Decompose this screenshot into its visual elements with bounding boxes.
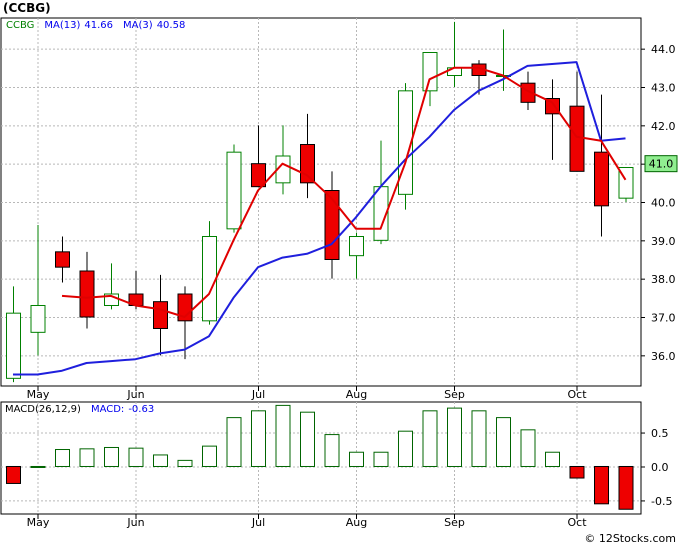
- x-tick-label: Sep: [444, 516, 465, 529]
- macd-bar: [349, 451, 364, 467]
- macd-bar: [618, 465, 634, 510]
- candle-down: [300, 144, 315, 184]
- macd-bar: [128, 447, 144, 467]
- y-tick-label: 36.0: [651, 350, 676, 363]
- macd-bar: [202, 445, 217, 467]
- macd-bar: [55, 449, 70, 467]
- macd-bar: [471, 410, 487, 467]
- candle-down: [569, 105, 585, 172]
- macd-bar: [520, 429, 536, 467]
- y-tick-label: 0.5: [651, 427, 669, 440]
- macd-bar: [275, 404, 291, 467]
- candle-down: [153, 301, 168, 329]
- candle-up: [6, 312, 21, 379]
- x-tick-label: Sep: [444, 388, 465, 401]
- x-tick-label: Aug: [346, 516, 367, 529]
- macd-bar: [226, 417, 242, 467]
- macd-bar: [30, 465, 46, 468]
- candle-down: [545, 98, 560, 115]
- macd-bar: [398, 430, 413, 467]
- y-tick-label: 39.0: [651, 235, 676, 248]
- macd-bar: [300, 411, 315, 467]
- candle-down: [251, 163, 266, 188]
- legend-value: -0.63: [128, 404, 154, 415]
- legend-macd-26-12-9-: MACD(26,12,9): [5, 404, 81, 415]
- legend-ccbg: CCBG: [6, 20, 34, 31]
- candle-down: [79, 270, 95, 318]
- x-tick-label: Jun: [126, 516, 144, 529]
- legend: CCBG MA(13) 41.66 MA(3) 40.58 MACD(26,12,9) MA…: [5, 20, 185, 415]
- y-tick-label: 44.0: [651, 43, 676, 56]
- x-tick-label: Jul: [251, 388, 265, 401]
- y-tick-label: -0.5: [651, 495, 672, 508]
- y-tick-label: 42.0: [651, 120, 676, 133]
- x-tick-label: Aug: [346, 388, 367, 401]
- macd-bar: [422, 410, 438, 467]
- y-tick-label: 37.0: [651, 312, 676, 325]
- x-tick-label: Oct: [567, 388, 587, 401]
- y-tick-label: 43.0: [651, 82, 676, 95]
- candle-down: [324, 190, 340, 260]
- candle-up: [226, 151, 242, 230]
- candle-up: [422, 52, 438, 92]
- footer-credit: © 12Stocks.com: [584, 532, 676, 545]
- candle-up: [398, 90, 413, 195]
- price-series: [6, 21, 634, 383]
- x-tick-label: Oct: [567, 516, 587, 529]
- legend-macd: MACD:: [91, 404, 124, 415]
- macd-panel-frame: [0, 401, 642, 515]
- x-tick-label: Jun: [126, 388, 144, 401]
- legend-ma-13-: MA(13): [44, 20, 80, 31]
- macd-series: [6, 404, 634, 510]
- macd-bar: [447, 407, 462, 467]
- candle-down: [594, 151, 609, 207]
- x-tick-label: Jul: [251, 516, 265, 529]
- ma-long-line: [13, 61, 626, 376]
- candle-up: [349, 236, 364, 257]
- last-price-badge: [644, 155, 678, 173]
- y-tick-label: 0.0: [651, 461, 669, 474]
- grid: [1, 18, 641, 514]
- chart-title: (CCBG): [3, 1, 51, 15]
- macd-bar: [569, 465, 585, 479]
- last-price-label: 41.0: [649, 158, 674, 171]
- x-tick-label: May: [27, 388, 50, 401]
- macd-bar: [373, 451, 389, 467]
- candle-up: [30, 305, 46, 333]
- legend-value: 41.66: [84, 20, 113, 31]
- macd-bar: [594, 465, 609, 505]
- macd-bar: [6, 465, 21, 484]
- legend-value: 40.58: [157, 20, 186, 31]
- macd-bar: [545, 451, 560, 467]
- y-tick-label: 38.0: [651, 273, 676, 286]
- macd-bar: [251, 410, 266, 467]
- y-tick-label: 40.0: [651, 197, 676, 210]
- legend-ma-3-: MA(3): [123, 20, 153, 31]
- macd-bar: [153, 454, 168, 467]
- x-tick-label: May: [27, 516, 50, 529]
- candle-down: [55, 251, 70, 268]
- macd-bar: [177, 459, 193, 467]
- candle-up: [202, 236, 217, 322]
- ma-short-line: [61, 66, 627, 318]
- macd-bar: [79, 448, 95, 467]
- macd-bar: [104, 446, 119, 467]
- macd-bar: [496, 417, 511, 467]
- axes: May May Jun Jun Jul Jul Aug Aug Sep Sep Oct Oct 36.0…: [27, 43, 678, 529]
- macd-bar: [324, 434, 340, 467]
